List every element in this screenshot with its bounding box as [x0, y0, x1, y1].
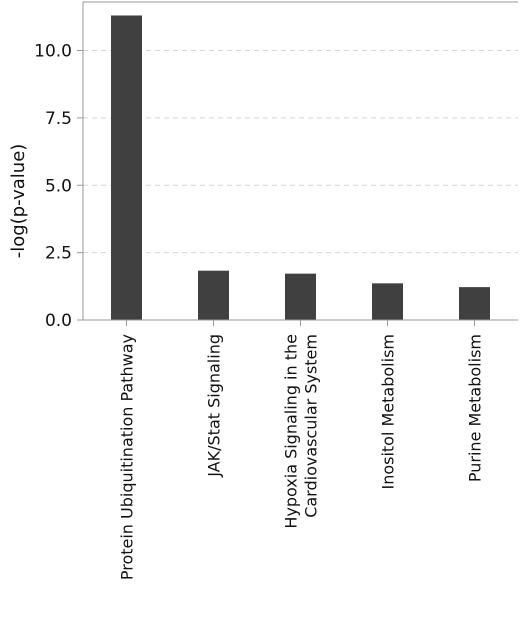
y-axis-title: -log(p-value): [8, 144, 29, 259]
bar: [372, 283, 403, 320]
y-tick-label: 5.0: [45, 176, 72, 196]
bar: [285, 273, 316, 320]
bar: [198, 270, 229, 320]
y-tick-label: 10.0: [34, 42, 72, 62]
y-tick-label: 0.0: [45, 311, 72, 331]
x-category-label: Purine Metabolism: [466, 334, 485, 482]
axes: [82, 1, 518, 321]
bar: [111, 15, 142, 320]
x-category-label: Hypoxia Signaling in the: [282, 334, 301, 529]
bars: [111, 15, 490, 320]
x-category-label: Cardiovascular System: [302, 334, 321, 518]
x-category-label: Protein Ubiquitination Pathway: [118, 334, 137, 580]
gridlines: [83, 50, 518, 254]
x-category-label: Inositol Metabolism: [379, 334, 398, 490]
x-category-labels: Protein Ubiquitination Pathway JAK/Stat S…: [118, 320, 485, 580]
x-category-label: JAK/Stat Signaling: [205, 334, 224, 478]
y-tick-labels: 0.0 2.5 5.0 7.5 10.0: [34, 42, 83, 331]
bar: [459, 287, 490, 320]
y-tick-label: 2.5: [45, 244, 72, 264]
y-tick-label: 7.5: [45, 109, 72, 129]
